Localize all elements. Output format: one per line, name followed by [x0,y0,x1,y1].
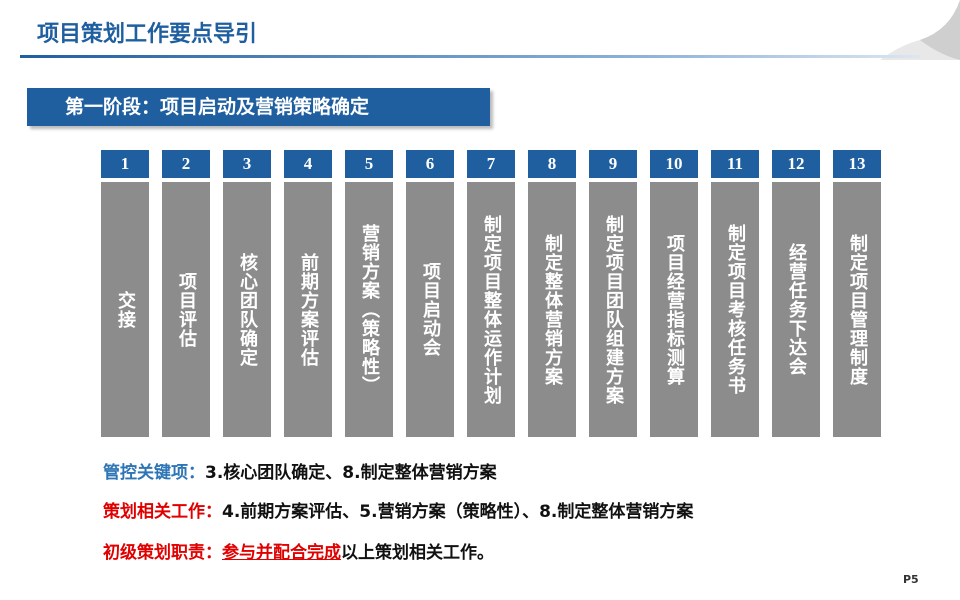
step-number: 8 [528,150,576,178]
step-label: 项目启动会 [420,262,441,357]
step-number: 9 [589,150,637,178]
step-number: 10 [650,150,698,178]
page-curl [880,0,960,60]
step-column: 项目启动会 [406,182,454,437]
stage-banner: 第一阶段：项目启动及营销策略确定 [27,88,490,126]
step-number: 12 [772,150,820,178]
note: 初级策划职责：参与并配合完成以上策划相关工作。 [103,538,494,563]
step-number: 7 [467,150,515,178]
step-number: 5 [345,150,393,178]
note-label: 策划相关工作： [103,502,222,522]
title-rule [20,55,920,58]
note-label: 管控关键项： [103,463,205,483]
page-number: P5 [903,573,919,586]
step-label: 交接 [115,290,136,329]
step-number: 13 [833,150,881,178]
step-number: 6 [406,150,454,178]
step-label: 制定项目团队组建方案 [603,214,624,405]
title: 项目策划工作要点导引 [37,22,258,47]
note-label: 初级策划职责： [103,543,222,563]
step-column: 营销方案（策略性） [345,182,393,437]
step-label: 营销方案（策略性） [359,224,380,395]
note: 管控关键项：3.核心团队确定、8.制定整体营销方案 [103,458,497,483]
step-label: 前期方案评估 [298,252,319,367]
step-column: 制定项目管理制度 [833,182,881,437]
step-number: 3 [223,150,271,178]
step-label: 经营任务下达会 [786,243,807,376]
step-column: 核心团队确定 [223,182,271,437]
step-column: 前期方案评估 [284,182,332,437]
step-column: 经营任务下达会 [772,182,820,437]
step-number: 2 [162,150,210,178]
step-label: 项目经营指标测算 [664,233,685,386]
step-label: 核心团队确定 [237,252,258,367]
note-text: 3.核心团队确定、8.制定整体营销方案 [205,463,497,483]
step-column: 制定项目整体运作计划 [467,182,515,437]
note-text: 4.前期方案评估、5.营销方案（策略性）、8.制定整体营销方案 [222,502,694,522]
step-column: 项目评估 [162,182,210,437]
step-column: 制定项目团队组建方案 [589,182,637,437]
step-column: 制定整体营销方案 [528,182,576,437]
step-label: 制定项目整体运作计划 [481,214,502,405]
step-number: 1 [101,150,149,178]
note-highlight: 参与并配合完成 [222,543,341,563]
step-column: 制定项目考核任务书 [711,182,759,437]
step-number: 11 [711,150,759,178]
step-number: 4 [284,150,332,178]
step-label: 项目评估 [176,271,197,348]
step-column: 交接 [101,182,149,437]
step-label: 制定项目管理制度 [847,233,868,386]
step-column: 项目经营指标测算 [650,182,698,437]
step-label: 制定整体营销方案 [542,233,563,386]
note: 策划相关工作：4.前期方案评估、5.营销方案（策略性）、8.制定整体营销方案 [103,497,693,522]
note-text: 以上策划相关工作。 [341,543,494,563]
step-label: 制定项目考核任务书 [725,224,746,395]
